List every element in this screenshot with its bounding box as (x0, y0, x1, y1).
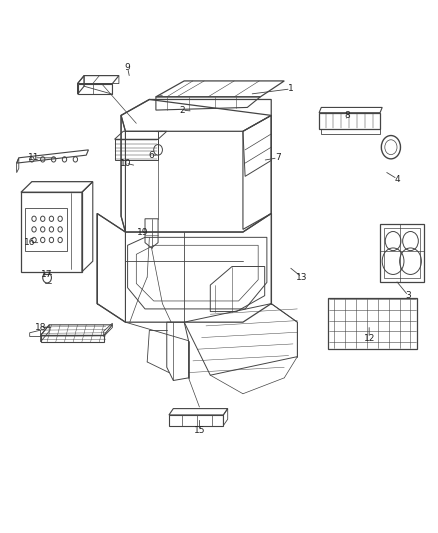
Text: 13: 13 (296, 272, 307, 281)
Text: 15: 15 (194, 426, 205, 435)
Text: 16: 16 (24, 238, 35, 247)
Text: 17: 17 (41, 270, 53, 279)
Text: 18: 18 (35, 323, 46, 332)
Text: 12: 12 (364, 334, 375, 343)
Text: 4: 4 (395, 174, 400, 183)
Text: 2: 2 (179, 106, 185, 115)
Text: 6: 6 (148, 151, 155, 160)
Text: 10: 10 (120, 159, 131, 167)
Text: 11: 11 (28, 154, 40, 163)
Text: 19: 19 (137, 228, 148, 237)
Text: 1: 1 (288, 84, 294, 93)
Text: 3: 3 (406, 291, 411, 300)
Text: 8: 8 (345, 111, 350, 120)
Text: 9: 9 (125, 63, 131, 72)
Text: 7: 7 (275, 154, 281, 163)
